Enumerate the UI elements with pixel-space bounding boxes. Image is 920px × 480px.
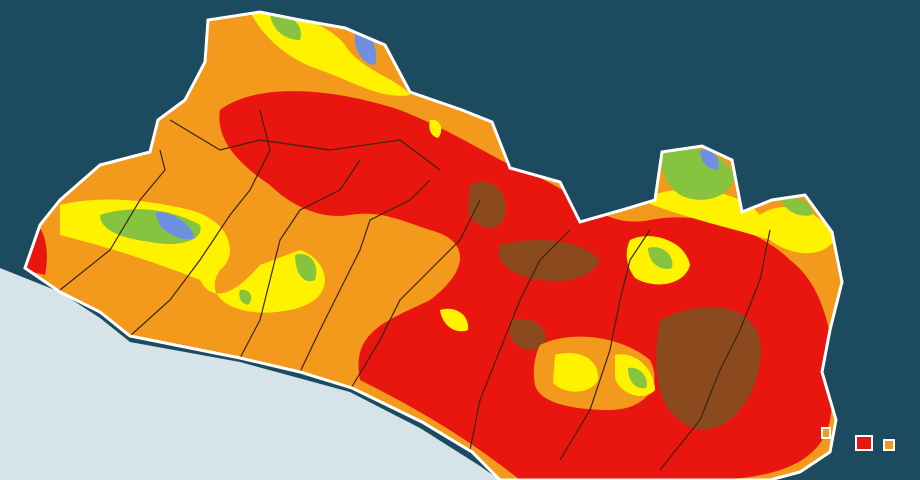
zone-green <box>648 247 673 269</box>
zone-brown <box>510 318 546 351</box>
zone-green <box>780 197 813 216</box>
zone-blue <box>155 211 195 240</box>
country-outline <box>23 10 844 480</box>
zone-green <box>239 289 252 305</box>
zone-yellow <box>553 352 599 392</box>
zone-brown <box>656 306 761 430</box>
zone-brown <box>498 240 600 281</box>
island <box>883 439 895 451</box>
island <box>821 427 831 439</box>
island <box>855 435 873 451</box>
zone-green <box>295 254 317 282</box>
zone-yellow <box>429 119 442 138</box>
zone-green <box>628 367 647 389</box>
coastal-sea <box>0 268 500 480</box>
zone-blue <box>700 149 719 170</box>
zone-green <box>270 13 301 40</box>
zone-brown <box>468 181 506 228</box>
zone-yellow <box>640 189 835 254</box>
zone-yellow <box>440 308 469 332</box>
department-borders <box>59 109 771 471</box>
